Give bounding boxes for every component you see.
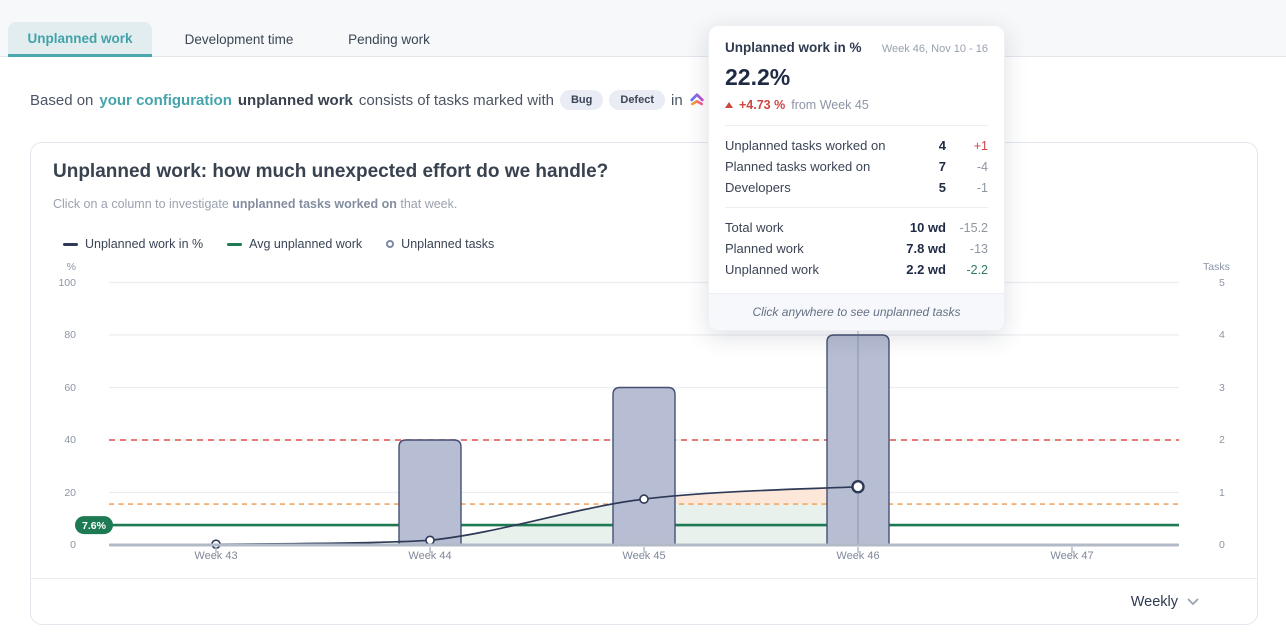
row-delta: -15.2 [959,220,989,235]
right-axis-tick: 2 [1219,434,1225,446]
left-axis-tick: 40 [64,434,76,446]
chevron-down-icon [1187,598,1199,606]
tooltip-task-rows: Unplanned tasks worked on 4 +1 Planned ta… [725,126,988,207]
right-axis-tick: 4 [1219,329,1225,341]
right-axis-tick: 0 [1219,539,1225,551]
legend-label: Unplanned work in % [85,237,204,251]
row-value: 4 [938,138,946,153]
row-label: Total work [725,220,784,235]
row-delta: +1 [973,138,988,153]
legend-unplanned-work-pct: Unplanned work in % [63,237,203,251]
legend-circle-icon [386,240,395,248]
x-axis-week-label: Week 47 [1050,550,1094,562]
config-description: Based on your configuration unplanned wo… [30,90,705,110]
row-delta: -2.2 [966,262,988,277]
clickup-logo-icon [689,92,705,108]
row-delta: -13 [969,241,988,256]
tab-pending-work[interactable]: Pending work [348,32,430,47]
line-point[interactable] [639,494,649,504]
legend-line-icon [63,242,78,246]
row-delta: -1 [976,180,988,195]
week-tooltip: Unplanned work in % Week 46, Nov 10 - 16… [708,25,1005,331]
chart-subtitle: Click on a column to investigate unplann… [53,197,457,211]
right-axis-tick: 3 [1219,381,1225,394]
subtitle-bold: unplanned tasks worked on [232,197,397,211]
row-label: Unplanned tasks worked on [725,138,886,153]
tooltip-row: Unplanned tasks worked on 4 +1 [725,135,988,156]
period-selector[interactable]: Weekly [31,578,1257,624]
tooltip-row: Unplanned work 2.2 wd -2.2 [725,259,988,280]
avg-pill-label: 7.6% [82,520,107,532]
legend-label: Unplanned tasks [401,237,495,251]
configuration-link[interactable]: your configuration [99,91,232,109]
line-point[interactable] [851,480,865,494]
bar-week-44[interactable] [398,439,462,546]
row-value: 7.8 wd [906,241,946,256]
legend-label: Avg unplanned work [249,237,363,251]
row-label: Planned work [725,241,804,256]
tab-development-time[interactable]: Development time [184,32,294,47]
row-value: 10 wd [909,220,946,235]
row-delta: -4 [976,159,988,174]
tooltip-title: Unplanned work in % [725,40,862,55]
tooltip-value: 22.2% [725,64,791,90]
right-axis-tick: 1 [1219,486,1225,499]
tooltip-delta-suffix: from Week 45 [791,98,869,112]
left-axis-tick: 0 [70,539,76,551]
left-axis-unit: % [66,261,76,273]
subtitle-prefix: Click on a column to investigate [53,197,229,211]
row-label: Developers [725,180,791,195]
row-label: Unplanned work [725,262,819,277]
arrow-up-icon [725,102,733,108]
description-prefix: Based on [30,91,94,109]
description-bold: unplanned work [237,91,353,109]
line-point[interactable] [425,535,435,546]
tooltip-period: Week 46, Nov 10 - 16 [881,43,988,55]
right-axis-tick: 5 [1219,276,1225,289]
row-label: Planned tasks worked on [725,159,871,174]
left-axis-tick: 60 [64,381,76,394]
chart-title: Unplanned work: how much unexpected effo… [53,161,609,182]
row-value: 2.2 wd [906,262,946,277]
tooltip-row: Planned tasks worked on 7 -4 [725,156,988,177]
tooltip-delta: +4.73 % [739,98,786,112]
subtitle-suffix: that week. [400,197,458,211]
period-selector-value: Weekly [1130,593,1178,610]
x-axis-week-label: Week 44 [408,550,452,562]
x-axis-week-label: Week 43 [194,550,238,562]
left-axis-tick: 20 [64,486,76,499]
bar-week-46[interactable] [826,334,890,546]
tab-bar: Unplanned work Development time Pending … [0,0,1286,57]
right-axis-unit: Tasks [1203,261,1230,273]
unplanned-work-card: Unplanned work: how much unexpected effo… [30,142,1258,625]
tab-unplanned-work[interactable]: Unplanned work [8,22,152,57]
badge-bug: Bug [559,90,604,110]
x-axis-week-label: Week 45 [622,550,666,562]
badge-defect: Defect [609,90,665,110]
tooltip-work-rows: Total work 10 wd -15.2 Planned work 7.8 w… [725,207,988,289]
description-suffix: in [671,91,683,109]
row-value: 7 [938,159,946,174]
tooltip-row: Total work 10 wd -15.2 [725,217,988,238]
left-axis-tick: 80 [64,329,76,341]
unplanned-work-chart[interactable]: 7.6% [31,143,1257,583]
legend-avg-unplanned-work: Avg unplanned work [227,237,362,251]
left-axis-tick: 100 [58,276,76,289]
row-value: 5 [938,180,946,195]
chart-legend: Unplanned work in % Avg unplanned work U… [63,237,494,251]
legend-unplanned-tasks: Unplanned tasks [386,237,494,251]
description-middle: consists of tasks marked with [358,91,554,109]
avg-pill [75,516,113,535]
legend-line-icon [227,242,243,246]
tooltip-row: Planned work 7.8 wd -13 [725,238,988,259]
x-axis-week-label: Week 46 [836,550,880,562]
tooltip-footer-hint: Click anywhere to see unplanned tasks [709,293,1004,330]
tooltip-row: Developers 5 -1 [725,177,988,198]
bar-week-45[interactable] [612,386,676,546]
tooltip-delta-row: +4.73 % from Week 45 [725,98,988,126]
